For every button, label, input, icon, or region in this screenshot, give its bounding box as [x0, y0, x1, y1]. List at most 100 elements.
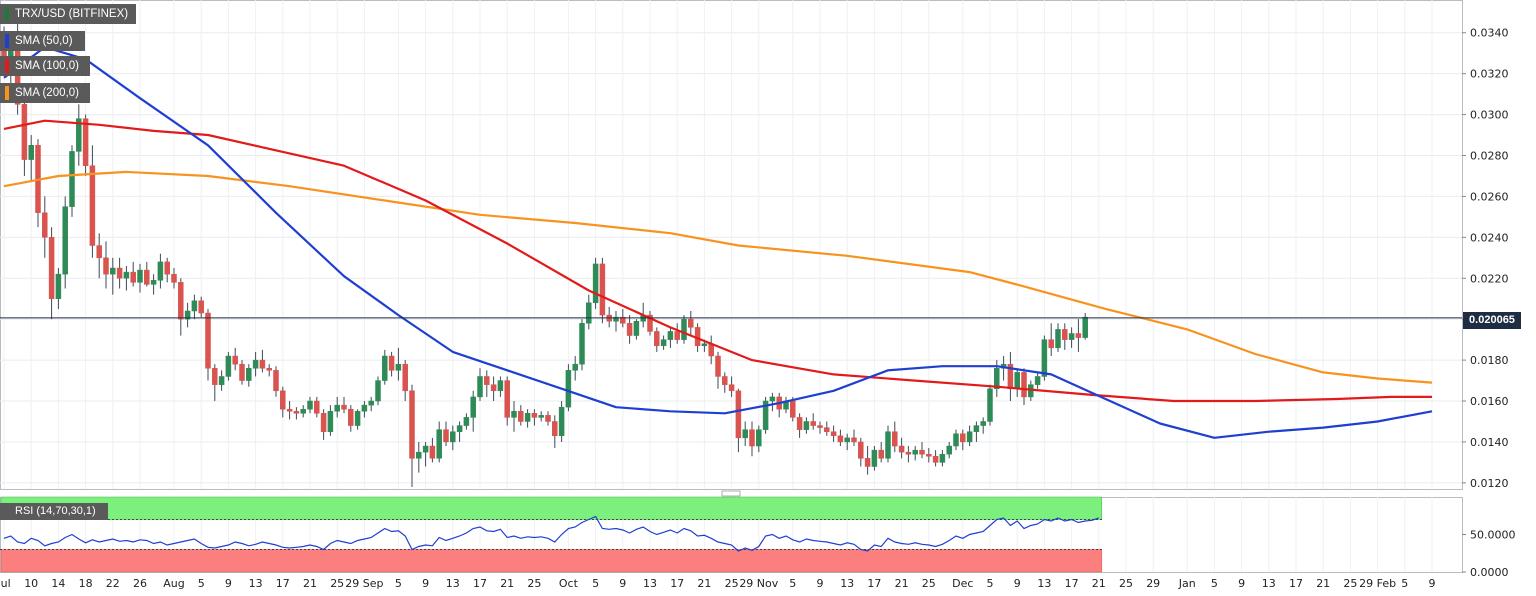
- candle-up: [1041, 339, 1048, 377]
- candle-down: [654, 331, 660, 347]
- legend-sma100: SMA (100,0): [0, 56, 90, 76]
- legend-sma50-label: SMA (50,0): [15, 35, 73, 47]
- time-tick-label: 25: [1119, 577, 1133, 590]
- time-tick-label: Jan: [1178, 577, 1196, 590]
- candle-down: [796, 417, 803, 430]
- candle-up: [497, 380, 504, 392]
- time-tick-label: 13: [1262, 577, 1276, 590]
- candle-up: [436, 429, 442, 459]
- candle-up: [844, 437, 850, 443]
- time-tick-label: 25: [330, 577, 344, 590]
- candle-down: [259, 359, 266, 369]
- legend-sma200: SMA (200,0): [0, 83, 90, 103]
- candle-up: [701, 343, 708, 347]
- candle-up: [477, 376, 483, 398]
- time-tick-label: 21: [895, 577, 909, 590]
- candle-down: [620, 316, 626, 324]
- candle-down: [674, 331, 680, 340]
- candle-down: [429, 445, 436, 459]
- candle-up: [681, 318, 687, 340]
- price-tick-label: 0.0320: [1470, 68, 1509, 81]
- candle-up: [987, 388, 993, 422]
- candle-down: [1075, 333, 1082, 338]
- time-tick-label: 9: [422, 577, 429, 590]
- time-tick-label: 13: [249, 577, 263, 590]
- candle-down: [898, 445, 905, 453]
- legend-symbol-label: TRX/USD (BITFINEX): [15, 8, 129, 20]
- time-tick-label: 5: [987, 577, 994, 590]
- candle-up: [511, 411, 517, 418]
- candle-down: [1048, 339, 1054, 349]
- time-tick-label: 21: [1316, 577, 1330, 590]
- time-tick-label: 5: [198, 577, 205, 590]
- candle-up: [157, 261, 164, 281]
- sma200-line: [3, 170, 1433, 384]
- candle-down: [348, 408, 354, 426]
- time-tick-label: 25: [922, 577, 936, 590]
- candle-up: [613, 316, 619, 322]
- candle-up: [123, 271, 130, 279]
- candle-up: [579, 323, 585, 365]
- candle-up: [334, 404, 340, 412]
- candle-up: [252, 359, 259, 369]
- legend-sma200-label: SMA (200,0): [15, 87, 79, 99]
- candle-up: [524, 413, 531, 422]
- time-tick-label: 10: [24, 577, 38, 590]
- candle-down: [688, 318, 694, 328]
- candle-down: [817, 425, 823, 428]
- candle-down: [314, 400, 320, 414]
- candle-up: [361, 404, 368, 412]
- candle-up: [994, 368, 1000, 389]
- price-tick-label: 0.0340: [1470, 27, 1509, 40]
- candle-up: [184, 310, 191, 320]
- candle-up: [69, 151, 75, 207]
- candle-up: [980, 421, 986, 426]
- candle-up: [803, 421, 810, 430]
- candle-down: [409, 390, 415, 459]
- legend-symbol: TRX/USD (BITFINEX): [0, 4, 136, 24]
- time-tick-label: Jul: [0, 577, 11, 590]
- time-tick-label: 5: [1211, 577, 1218, 590]
- time-tick-label: 13: [446, 577, 460, 590]
- candle-down: [626, 323, 633, 336]
- candle-up: [633, 320, 640, 336]
- candle-down: [116, 267, 123, 279]
- time-tick-label: 17: [473, 577, 487, 590]
- time-tick-label: 9: [1429, 577, 1436, 590]
- rsi-overbought-zone: [0, 496, 1103, 520]
- candle-down: [293, 411, 300, 414]
- candle-down: [82, 118, 89, 166]
- candle-up: [225, 355, 232, 377]
- price-tick-label: 0.0280: [1470, 149, 1509, 162]
- candle-up: [55, 273, 62, 299]
- price-tick-label: 0.0300: [1470, 109, 1509, 122]
- candle-up: [422, 445, 429, 453]
- time-tick-label: 14: [51, 577, 65, 590]
- rsi-oversold-zone: [0, 549, 1103, 573]
- rsi-line: [3, 515, 1099, 552]
- time-tick-label: 29 Nov: [739, 577, 778, 590]
- time-tick-label: 5: [592, 577, 599, 590]
- candle-up: [1014, 372, 1020, 389]
- candle-down: [144, 269, 150, 285]
- time-tick-label: 9: [1014, 577, 1021, 590]
- candle-up: [558, 406, 565, 437]
- candle-up: [742, 429, 748, 439]
- candle-down: [239, 363, 245, 381]
- time-tick-label: 9: [619, 577, 626, 590]
- candle-up: [218, 376, 225, 385]
- candle-down: [171, 273, 177, 283]
- candle-down: [858, 441, 864, 459]
- candle-up: [946, 445, 952, 455]
- sma100-swatch: [5, 59, 9, 73]
- candle-down: [837, 435, 844, 443]
- candle-down: [926, 453, 932, 457]
- time-tick-label: 29 Feb: [1359, 577, 1396, 590]
- time-tick-label: 29: [1146, 577, 1160, 590]
- candle-down: [722, 376, 728, 385]
- candle-up: [137, 269, 143, 283]
- candle-down: [388, 355, 395, 371]
- candle-up: [912, 449, 918, 455]
- candle-up: [660, 339, 667, 347]
